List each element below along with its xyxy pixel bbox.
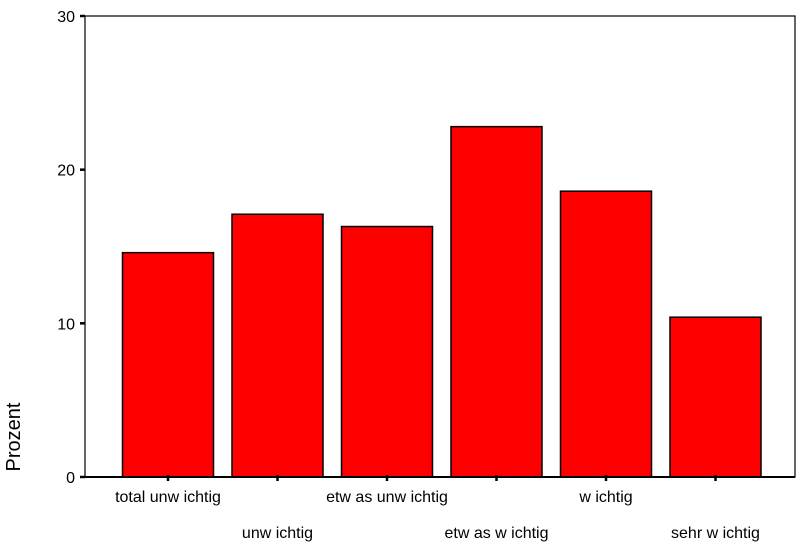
y-tick-label: 10 bbox=[57, 316, 75, 333]
y-axis-label: Prozent bbox=[3, 402, 25, 471]
bar bbox=[450, 125, 543, 478]
bars bbox=[121, 125, 762, 478]
x-tick-label: total unw ichtig bbox=[115, 489, 221, 506]
x-axis: total unw ichtig unw ichtig etw as unw ich… bbox=[80, 475, 795, 542]
bar bbox=[559, 190, 653, 478]
bar bbox=[121, 251, 215, 478]
bar bbox=[669, 316, 762, 478]
x-tick-label: unw ichtig bbox=[242, 525, 313, 542]
x-tick-label: etw as w ichtig bbox=[444, 525, 548, 542]
x-tick-label: etw as unw ichtig bbox=[326, 489, 448, 506]
y-tick-label: 20 bbox=[57, 163, 75, 180]
x-tick-label: w ichtig bbox=[578, 489, 632, 506]
x-tick-label: sehr w ichtig bbox=[671, 525, 760, 542]
y-tick-label: 0 bbox=[66, 470, 75, 487]
bar bbox=[340, 225, 434, 478]
y-axis: 0 10 20 30 bbox=[57, 9, 85, 487]
y-tick-label: 30 bbox=[57, 9, 75, 26]
bar bbox=[231, 213, 324, 478]
